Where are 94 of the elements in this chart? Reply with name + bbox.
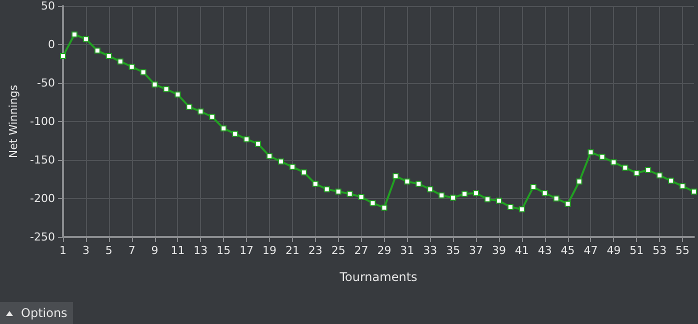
point: [680, 183, 686, 190]
point: [289, 164, 296, 170]
point: [427, 186, 434, 192]
point: [209, 114, 216, 120]
point: [140, 69, 146, 76]
point: [542, 190, 548, 196]
x-tick-label: 27: [354, 244, 368, 257]
point: [634, 170, 640, 176]
x-tick-label: 5: [105, 244, 112, 257]
point: [346, 190, 353, 197]
point: [117, 58, 124, 64]
point: [404, 178, 410, 185]
point: [186, 104, 192, 110]
y-tick-label: -50: [37, 76, 55, 90]
x-tick-label: 45: [560, 244, 575, 257]
y-tick-label: 50: [41, 0, 55, 12]
x-tick-label: 49: [606, 244, 621, 257]
point: [232, 130, 238, 137]
x-tick-label: 39: [492, 244, 506, 257]
point: [128, 64, 135, 70]
x-tick-label: 21: [285, 244, 300, 257]
point: [152, 82, 158, 88]
point: [82, 36, 89, 42]
point: [576, 178, 582, 185]
y-tick-label: -250: [30, 230, 55, 244]
y-tick-label: -150: [30, 154, 55, 166]
point: [174, 92, 181, 98]
point: [94, 48, 100, 54]
point: [266, 153, 273, 160]
point: [312, 180, 318, 187]
x-tick-label: 51: [630, 244, 644, 257]
point: [370, 200, 376, 206]
point: [220, 125, 227, 132]
x-tick-label: 17: [240, 244, 254, 257]
point: [691, 188, 697, 195]
point: [473, 190, 480, 196]
y-tick-label: -200: [30, 192, 55, 205]
point: [60, 53, 66, 60]
x-tick-label: 41: [514, 244, 529, 257]
y-tick-label: 0: [48, 38, 55, 51]
point: [588, 149, 594, 156]
x-tick-label: 25: [331, 244, 346, 257]
y-tick-label: -100: [30, 115, 55, 128]
text: Options: [21, 306, 68, 320]
point: [71, 31, 78, 38]
point: [507, 204, 514, 210]
point: [163, 86, 170, 92]
x-tick-label: 3: [82, 244, 90, 257]
point: [450, 194, 456, 201]
point: [668, 178, 674, 184]
x-tick-label: 31: [400, 244, 414, 257]
point: [392, 173, 399, 180]
point: [599, 154, 606, 160]
point: [484, 196, 490, 202]
point: [610, 159, 617, 166]
x-tick-label: 15: [216, 244, 231, 257]
x-tick-label: 35: [446, 244, 460, 257]
x-tick-label: 53: [652, 244, 667, 257]
x-tick-label: 19: [262, 244, 277, 257]
point: [106, 53, 112, 60]
x-tick-label: 47: [584, 244, 598, 257]
x-axis-title: Tournaments: [338, 270, 418, 284]
point: [324, 186, 330, 192]
x-tick-label: 13: [194, 244, 208, 257]
point: [381, 204, 388, 211]
point: [518, 206, 525, 212]
point: [530, 184, 536, 190]
point: [244, 136, 250, 142]
x-tick-label: 7: [128, 244, 136, 257]
x-tick-label: 37: [469, 244, 484, 257]
point: [335, 188, 342, 195]
point: [496, 198, 502, 204]
point: [416, 180, 422, 187]
x-tick-label: 11: [170, 244, 185, 257]
x-tick-label: 43: [538, 244, 552, 257]
point: [622, 164, 628, 171]
point: [358, 194, 364, 200]
point: [462, 190, 468, 197]
x-tick-label: 33: [423, 244, 438, 257]
x-tick-label: 55: [676, 244, 690, 257]
point: [278, 158, 284, 165]
x-tick-label: 23: [308, 244, 322, 257]
point: [438, 192, 445, 198]
point: [300, 169, 307, 176]
x-tick-label: 1: [60, 244, 66, 257]
y-axis-title: Net Winnings: [7, 84, 20, 158]
point: [255, 140, 262, 147]
point: [645, 167, 652, 174]
point: [656, 172, 663, 178]
point: [198, 108, 204, 114]
point: [564, 200, 571, 207]
x-tick-label: 9: [151, 244, 158, 257]
point: [553, 196, 560, 202]
x-tick-label: 29: [377, 244, 392, 257]
